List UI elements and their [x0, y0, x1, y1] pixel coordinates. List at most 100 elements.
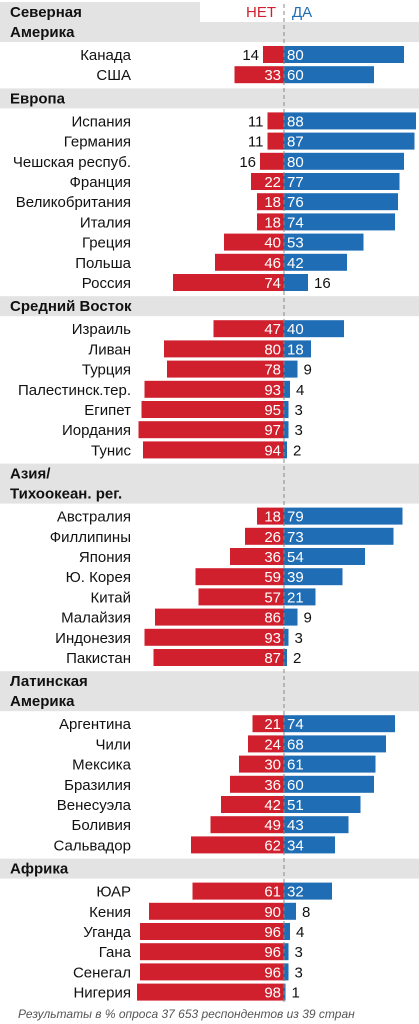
country-label: Пакистан [66, 650, 131, 667]
yes-bar-китай [284, 588, 316, 606]
no-value: 95 [264, 402, 281, 419]
country-label: Сенегал [73, 964, 131, 981]
yes-bar-франция [284, 173, 400, 190]
no-bar-тунис [143, 441, 284, 459]
no-bar-испания [267, 112, 284, 130]
yes-bar-кения [284, 902, 296, 920]
region-band [0, 671, 419, 712]
no-value: 62 [264, 837, 281, 854]
yes-bar-чили [284, 735, 386, 753]
no-value: 90 [264, 904, 281, 921]
no-value: 57 [264, 589, 281, 606]
no-bar-россия [173, 274, 284, 291]
no-bar-израиль [213, 320, 284, 338]
country-label: Нигерия [73, 985, 131, 1002]
no-bar-польша [215, 253, 284, 271]
no-value: 18 [264, 214, 281, 231]
yes-value: 21 [287, 589, 304, 606]
country-label: Египет [84, 402, 131, 419]
no-value: 21 [264, 716, 281, 733]
yes-value: 68 [287, 736, 304, 753]
no-bar-франция [251, 173, 284, 190]
no-value: 42 [264, 797, 281, 814]
yes-bar-германия [284, 132, 415, 150]
yes-value: 88 [287, 113, 304, 130]
yes-bar-венесуэла [284, 796, 361, 813]
yes-value: 42 [287, 255, 304, 272]
region-title: Азия/ [10, 466, 51, 483]
no-bar-иордания [138, 421, 284, 439]
yes-value: 8 [302, 904, 310, 921]
yes-value: 39 [287, 569, 304, 586]
yes-value: 43 [287, 817, 304, 834]
no-bar-турция [167, 360, 284, 378]
yes-value: 87 [287, 134, 304, 151]
yes-value: 80 [287, 154, 304, 171]
country-label: Израиль [72, 321, 131, 338]
no-bar-аргентина [252, 715, 284, 733]
yes-value: 53 [287, 235, 304, 252]
yes-bar-филлипины [284, 527, 394, 545]
no-value: 26 [264, 529, 281, 546]
no-bar-нигерия [137, 983, 284, 1001]
region-title: Средний Восток [10, 298, 132, 315]
no-value: 22 [264, 174, 281, 191]
yes-value: 32 [287, 884, 304, 901]
country-label: Франция [70, 174, 131, 191]
yes-value: 80 [287, 47, 304, 64]
yes-bar-япония [284, 548, 365, 565]
no-value: 94 [264, 442, 281, 459]
country-label: Китай [90, 589, 131, 606]
no-bar-сальвадор [191, 836, 284, 854]
yes-bar-ливан [284, 340, 311, 358]
no-value: 80 [264, 341, 281, 358]
country-label: Турция [82, 362, 131, 379]
yes-value: 60 [287, 777, 304, 794]
country-label: Испания [71, 113, 131, 130]
region-title: Северная [10, 4, 82, 21]
no-bar-китай [198, 588, 284, 606]
country-label: Австралия [57, 509, 131, 526]
no-bar-палестинск-тер [144, 380, 284, 398]
region-title: Америка [10, 693, 75, 710]
country-label: Палестинск.тер. [18, 382, 131, 399]
country-label: Япония [79, 549, 131, 566]
no-bar-австралия [257, 507, 284, 525]
no-value: 47 [264, 321, 281, 338]
no-value: 93 [264, 382, 281, 399]
yes-bar-юар [284, 882, 332, 900]
no-value: 86 [264, 610, 281, 627]
yes-bar-нигерия [284, 983, 286, 1001]
yes-value: 74 [287, 716, 304, 733]
yes-bar-мексика [284, 755, 376, 773]
yes-bar-польша [284, 253, 347, 271]
country-label: Канада [80, 47, 131, 64]
no-value: 96 [264, 944, 281, 961]
yes-value: 3 [295, 964, 303, 981]
country-label: Иордания [62, 422, 131, 439]
no-bar-сша [234, 66, 284, 84]
yes-bar-иордания [284, 421, 289, 439]
yes-header: ДА [292, 4, 312, 21]
yes-bar-пакистан [284, 649, 287, 666]
yes-bar-ю-корея [284, 568, 343, 586]
region-title: Латинская [10, 673, 88, 690]
yes-value: 2 [293, 650, 301, 667]
region-band [0, 88, 419, 109]
no-value: 40 [264, 235, 281, 252]
country-label: ЮАР [96, 884, 131, 901]
no-bar-германия [267, 132, 284, 150]
no-bar-венесуэла [221, 796, 284, 813]
yes-value: 73 [287, 529, 304, 546]
yes-value: 79 [287, 509, 304, 526]
yes-bar-бразилия [284, 775, 374, 793]
country-label: Кения [89, 904, 131, 921]
country-label: Ливан [88, 341, 131, 358]
yes-value: 40 [287, 321, 304, 338]
yes-value: 9 [304, 362, 312, 379]
yes-value: 77 [287, 174, 304, 191]
country-label: Чили [95, 736, 131, 753]
country-label: Малайзия [61, 610, 131, 627]
yes-bar-греция [284, 233, 364, 251]
no-value: 36 [264, 777, 281, 794]
